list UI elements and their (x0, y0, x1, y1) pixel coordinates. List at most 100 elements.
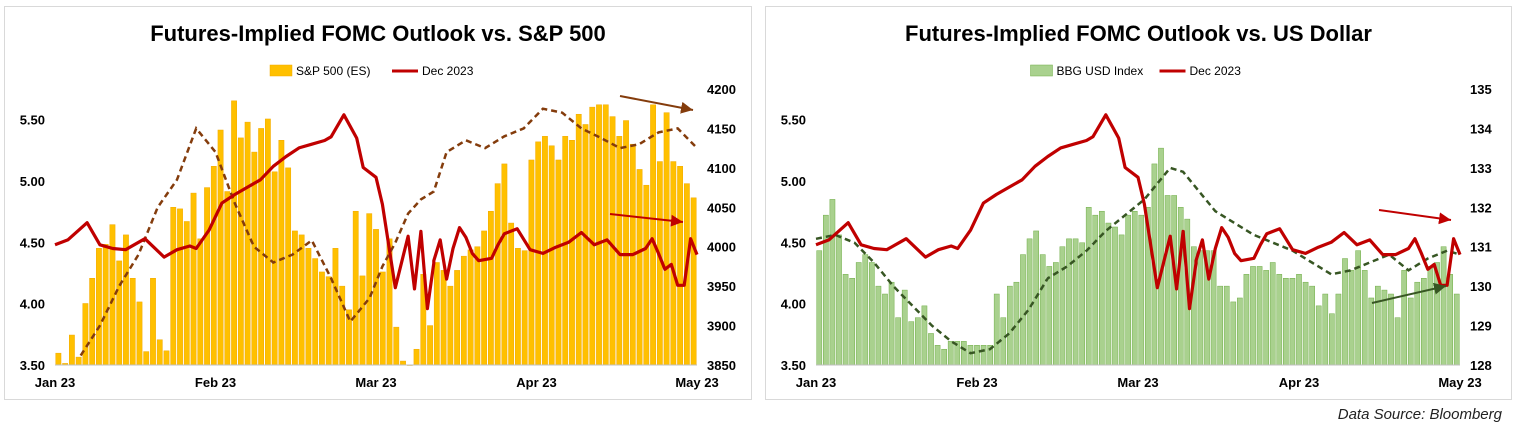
trend-arrow (609, 213, 684, 227)
bar (197, 238, 204, 366)
legend-swatch-bars (1030, 64, 1053, 77)
x-tick-label: Apr 23 (516, 375, 556, 390)
bar (941, 348, 947, 366)
bar (690, 197, 697, 366)
bar (1322, 293, 1329, 366)
bar (589, 106, 596, 366)
y-left-tick-label: 4.50 (781, 235, 806, 250)
y-right-tick-label: 133 (1470, 161, 1492, 176)
bar (1302, 281, 1309, 366)
bar (359, 275, 366, 366)
bar (271, 171, 278, 366)
bar (1197, 250, 1204, 366)
bar (1072, 238, 1079, 366)
bar (663, 112, 670, 366)
y-left-tick-label: 5.00 (20, 174, 45, 189)
x-tick-label: May 23 (675, 375, 718, 390)
bar (325, 276, 332, 366)
chart-title: Futures-Implied FOMC Outlook vs. US Doll… (905, 21, 1372, 46)
y-right-tick-label: 131 (1470, 240, 1492, 255)
bar (623, 120, 629, 366)
bar (677, 166, 683, 366)
bar (460, 255, 467, 366)
legend-label-line: Dec 2023 (1190, 64, 1242, 78)
bar (1079, 242, 1085, 366)
bar (156, 339, 163, 366)
legend-label-bars: BBG USD Index (1057, 64, 1144, 78)
bar (393, 326, 400, 366)
bar (102, 244, 109, 366)
bar (921, 305, 928, 366)
bar (980, 345, 987, 366)
y-left-tick-label: 4.00 (781, 297, 806, 312)
bar (494, 183, 501, 366)
bar (501, 163, 508, 366)
series-line-dec-2023 (54, 113, 699, 311)
bar (1289, 278, 1296, 366)
bar (116, 260, 123, 366)
bar (210, 166, 217, 366)
legend-swatch-bars (269, 64, 293, 77)
bar (366, 213, 373, 366)
x-tick-label: Mar 23 (355, 375, 396, 390)
bar (1039, 254, 1046, 366)
chart-panel-sp500: Futures-Implied FOMC Outlook vs. S&P 500… (4, 6, 752, 400)
bar (569, 140, 575, 366)
bar (934, 345, 941, 366)
y-right-tick-label: 135 (1470, 82, 1492, 97)
bar (928, 333, 934, 366)
bar (312, 258, 319, 366)
y-right-tick-label: 4000 (707, 240, 736, 255)
bar (915, 317, 921, 366)
bar (993, 293, 1000, 366)
trend-arrow (1378, 209, 1452, 225)
bar (298, 234, 305, 366)
bar (967, 345, 974, 366)
bar (1013, 281, 1020, 366)
bar (319, 271, 325, 366)
bar (596, 104, 602, 366)
bar (1125, 214, 1131, 366)
bar (842, 274, 849, 366)
bar (908, 321, 915, 366)
bar (481, 230, 488, 366)
bar (237, 137, 244, 366)
y-left-tick-label: 5.50 (20, 113, 45, 128)
bar (1131, 210, 1138, 366)
bar (1348, 270, 1355, 366)
bar (1112, 226, 1118, 366)
series-line-dec-2023 (815, 113, 1462, 311)
bar (882, 293, 888, 366)
y-right-tick-label: 134 (1470, 121, 1492, 136)
x-tick-label: Jan 23 (35, 375, 75, 390)
x-tick-label: Jan 23 (796, 375, 836, 390)
bar (224, 191, 231, 366)
bar (1335, 293, 1342, 366)
x-tick-label: Apr 23 (1279, 375, 1319, 390)
y-right-tick-label: 3950 (707, 279, 736, 294)
bar (278, 140, 285, 366)
bar (1315, 305, 1322, 366)
bar (548, 145, 555, 366)
bar (413, 348, 420, 366)
bar (427, 325, 433, 366)
bar (1401, 270, 1407, 366)
bar (895, 317, 901, 366)
bar (528, 159, 535, 366)
bar (1453, 293, 1460, 366)
bar (400, 360, 406, 366)
y-right-tick-label: 4200 (707, 82, 736, 97)
bar (1046, 266, 1053, 366)
bar (454, 270, 460, 366)
bar (974, 345, 980, 366)
bar (258, 128, 265, 366)
bar (474, 246, 481, 366)
bar (1092, 214, 1099, 366)
bar (1283, 278, 1289, 366)
bar (440, 270, 447, 366)
bar (1164, 195, 1171, 366)
bar (1269, 262, 1276, 366)
bar (136, 301, 143, 366)
bar (1276, 274, 1283, 366)
bar (1138, 214, 1145, 366)
